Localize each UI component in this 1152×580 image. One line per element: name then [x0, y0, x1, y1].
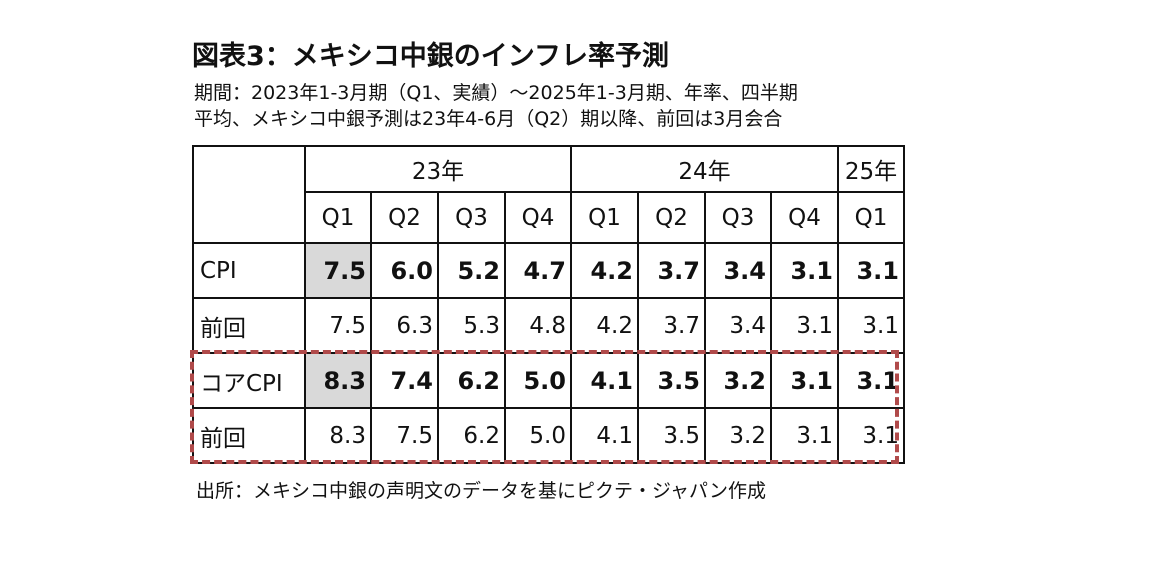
quarter-header: Q3: [704, 191, 772, 244]
value-cell: 3.1: [837, 297, 905, 354]
value-cell: 3.4: [704, 242, 772, 299]
table-row-core-cpi: コアCPI 8.3 7.4 6.2 5.0 4.1 3.5 3.2 3.1 3.…: [192, 352, 905, 409]
value-cell: 3.5: [637, 352, 706, 409]
value-cell: 8.3: [304, 407, 372, 464]
subtitle-line: 期間：2023年1-3月期（Q1、実績）～2025年1-3月期、年率、四半期: [194, 82, 798, 104]
value-cell: 4.1: [570, 407, 639, 464]
row-label: CPI: [192, 242, 306, 299]
quarter-header: Q2: [370, 191, 439, 244]
value-cell: 3.7: [637, 297, 706, 354]
value-cell: 4.1: [570, 352, 639, 409]
value-cell: 3.7: [637, 242, 706, 299]
value-cell: 4.7: [504, 242, 572, 299]
value-cell: 3.1: [837, 242, 905, 299]
value-cell: 3.1: [837, 407, 905, 464]
quarter-header: Q1: [304, 191, 372, 244]
value-cell: 6.2: [437, 407, 506, 464]
value-cell: 3.1: [770, 242, 839, 299]
year-header-23: 23年: [304, 145, 572, 193]
value-cell: 7.4: [370, 352, 439, 409]
year-header-24: 24年: [570, 145, 839, 193]
value-cell-actual: 7.5: [304, 242, 372, 299]
value-cell: 4.2: [570, 242, 639, 299]
subtitle-line: 平均、メキシコ中銀予測は23年4-6月（Q2）期以降、前回は3月会合: [194, 108, 783, 130]
row-label: 前回: [192, 297, 306, 354]
value-cell-actual: 8.3: [304, 352, 372, 409]
inflation-forecast-table: 23年 24年 25年 Q1 Q2 Q3 Q4 Q1 Q2 Q3 Q4 Q1 C…: [192, 145, 905, 464]
value-cell: 3.1: [837, 352, 905, 409]
value-cell: 5.0: [504, 407, 572, 464]
value-cell: 5.3: [437, 297, 506, 354]
value-cell: 6.2: [437, 352, 506, 409]
value-cell: 7.5: [370, 407, 439, 464]
value-cell: 5.2: [437, 242, 506, 299]
quarter-header: Q4: [770, 191, 839, 244]
value-cell: 3.2: [704, 407, 772, 464]
value-cell: 3.1: [770, 407, 839, 464]
quarter-header: Q2: [637, 191, 706, 244]
value-cell: 3.5: [637, 407, 706, 464]
figure-subtitle: 期間：2023年1-3月期（Q1、実績）～2025年1-3月期、年率、四半期 平…: [194, 81, 798, 133]
value-cell: 6.0: [370, 242, 439, 299]
figure-title: 図表3：メキシコ中銀のインフレ率予測: [192, 41, 669, 72]
value-cell: 3.1: [770, 352, 839, 409]
value-cell: 6.3: [370, 297, 439, 354]
table-row-core-cpi-previous: 前回 8.3 7.5 6.2 5.0 4.1 3.5 3.2 3.1 3.1: [192, 407, 905, 464]
value-cell: 4.2: [570, 297, 639, 354]
value-cell: 3.4: [704, 297, 772, 354]
value-cell: 3.1: [770, 297, 839, 354]
quarter-header: Q1: [837, 191, 905, 244]
quarter-header: Q4: [504, 191, 572, 244]
table-row-cpi: CPI 7.5 6.0 5.2 4.7 4.2 3.7 3.4 3.1 3.1: [192, 242, 905, 299]
table-corner-cell: [192, 145, 306, 244]
value-cell: 7.5: [304, 297, 372, 354]
value-cell: 5.0: [504, 352, 572, 409]
value-cell: 3.2: [704, 352, 772, 409]
quarter-header: Q3: [437, 191, 506, 244]
table-row-cpi-previous: 前回 7.5 6.3 5.3 4.8 4.2 3.7 3.4 3.1 3.1: [192, 297, 905, 354]
row-label: コアCPI: [192, 352, 306, 409]
year-header-25: 25年: [837, 145, 905, 193]
value-cell: 4.8: [504, 297, 572, 354]
row-label: 前回: [192, 407, 306, 464]
source-note: 出所：メキシコ中銀の声明文のデータを基にピクテ・ジャパン作成: [196, 480, 767, 502]
quarter-header: Q1: [570, 191, 639, 244]
